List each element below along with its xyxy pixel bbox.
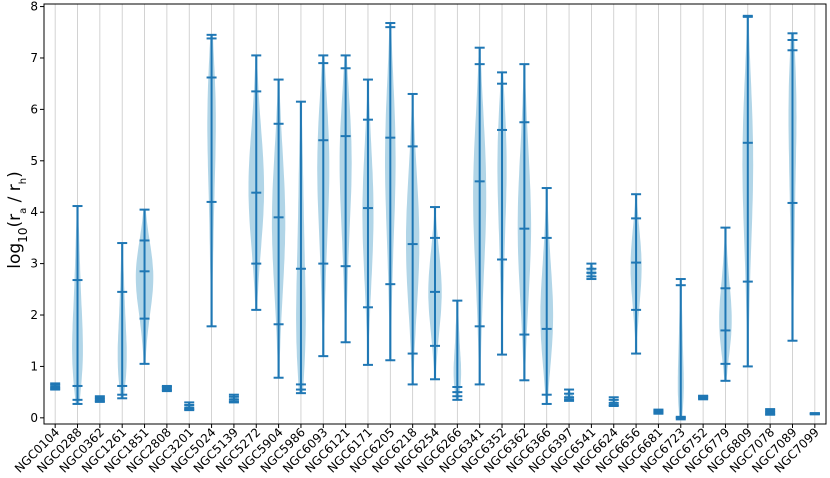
y-axis-label: log10(ra / rh) [5, 171, 30, 268]
y-tick-label: 3 [30, 257, 38, 271]
y-axis: 0 1 2 3 4 5 6 7 8 [30, 0, 44, 425]
y-tick-label: 5 [30, 154, 38, 168]
y-tick-label: 7 [30, 51, 38, 65]
x-axis: NGC0104NGC0288NGC0362NGC1261NGC1851NGC28… [12, 424, 822, 476]
y-tick-label: 8 [30, 0, 38, 14]
violins [50, 14, 820, 421]
y-tick-label: 0 [30, 411, 38, 425]
y-tick-label: 1 [30, 359, 38, 373]
y-tick-label: 4 [30, 205, 38, 219]
y-tick-label: 6 [30, 102, 38, 116]
y-tick-label: 2 [30, 308, 38, 322]
